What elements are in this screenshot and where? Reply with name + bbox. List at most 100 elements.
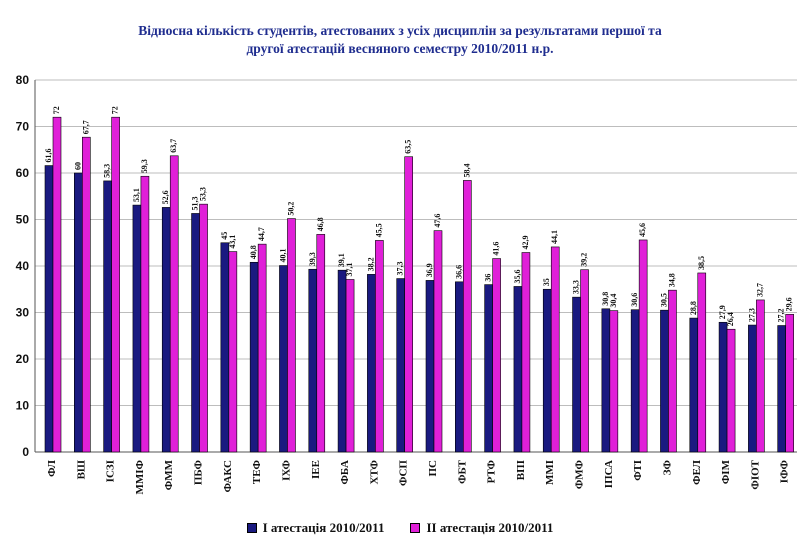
data-label: 30,5 — [659, 293, 668, 307]
x-tick-label: ФБА — [339, 460, 351, 485]
data-label: 50,2 — [286, 202, 295, 216]
bar-series-1 — [279, 265, 288, 453]
bar-series-1 — [748, 324, 757, 453]
bar-series-1 — [572, 296, 581, 453]
data-label: 40,1 — [278, 249, 287, 263]
legend-label-series-1: І атестація 2010/2011 — [262, 520, 385, 535]
bar-series-2 — [697, 272, 707, 453]
data-label: 32,7 — [755, 283, 764, 297]
bar-series-1 — [220, 242, 230, 453]
y-tick-label: 70 — [16, 120, 30, 134]
data-label: 39,3 — [308, 252, 317, 266]
bar-series-1 — [777, 325, 786, 453]
bar-series-1 — [44, 165, 54, 453]
data-label: 60 — [73, 162, 82, 170]
y-tick-label: 20 — [16, 352, 30, 366]
data-label: 34,8 — [667, 273, 676, 287]
bar-series-1 — [455, 281, 464, 453]
x-tick-label: ФСП — [398, 460, 410, 486]
data-label: 36 — [484, 274, 493, 282]
data-label: 45,6 — [638, 223, 647, 237]
chart-title-line-1: Відносна кількість студентів, атестовани… — [138, 23, 662, 38]
data-label: 63,7 — [169, 139, 178, 153]
data-label: 39,1 — [337, 253, 346, 267]
bar-series-2 — [375, 240, 384, 453]
bar-series-1 — [74, 172, 83, 453]
bar-series-2 — [580, 269, 589, 453]
data-label: 35 — [542, 278, 551, 286]
data-label: 35,6 — [513, 269, 522, 283]
bar-series-1 — [660, 309, 669, 453]
x-tick-label: ММІ — [544, 460, 556, 485]
data-label: 27,9 — [718, 305, 727, 319]
chart-title: Відносна кількість студентів, атестовани… — [0, 22, 800, 58]
bar-series-2 — [169, 155, 179, 453]
data-label: 58,4 — [462, 163, 471, 177]
x-tick-label: ФЛ — [46, 459, 58, 477]
bar-series-1 — [425, 280, 435, 453]
data-label: 30,6 — [630, 293, 639, 307]
legend-label-series-2: ІІ атестація 2010/2011 — [426, 520, 554, 535]
x-tick-label: ФММ — [163, 459, 175, 490]
x-tick-label: ФАКС — [222, 460, 234, 492]
x-tick-label: ІФФ — [779, 459, 791, 483]
bar-series-2 — [463, 180, 472, 453]
x-tick-label: ФБТ — [456, 459, 468, 484]
bar-series-1 — [689, 317, 699, 453]
bar-series-2 — [756, 299, 765, 453]
x-tick-label: ФТІ — [632, 460, 644, 481]
x-tick-label: ФЕЛ — [691, 459, 703, 485]
bar-series-2 — [521, 252, 531, 453]
x-tick-label: ІПСА — [603, 460, 615, 488]
bar-series-1 — [601, 308, 611, 453]
data-label: 30,8 — [601, 292, 610, 306]
bar-series-2 — [668, 289, 677, 453]
data-label: 39,2 — [580, 253, 589, 267]
data-label: 37,3 — [396, 262, 405, 276]
data-label: 46,8 — [316, 217, 325, 231]
bar-series-1 — [396, 278, 405, 453]
bar-series-1 — [630, 309, 640, 453]
data-label: 27,2 — [777, 309, 786, 323]
legend-swatch-series-2 — [410, 523, 421, 533]
y-tick-label: 10 — [16, 399, 30, 413]
data-label: 45,5 — [374, 223, 383, 237]
data-label: 27,3 — [747, 308, 756, 322]
bar-series-2 — [140, 175, 150, 453]
x-tick-label: ІСЗІ — [105, 460, 117, 482]
legend-item-series-1: І атестація 2010/2011 — [246, 520, 385, 536]
bar-series-2 — [638, 239, 648, 453]
data-label: 30,4 — [609, 294, 618, 308]
data-label: 47,6 — [433, 214, 442, 228]
bar-series-2 — [82, 136, 91, 453]
x-tick-label: ПБФ — [193, 459, 205, 485]
bar-series-1 — [542, 288, 552, 453]
x-tick-label: ЗФ — [661, 459, 673, 475]
data-label: 43,1 — [228, 235, 237, 249]
y-tick-label: 30 — [16, 306, 30, 320]
x-tick-label: ІЕЕ — [310, 460, 322, 479]
data-label: 45 — [220, 232, 229, 240]
data-label: 38,5 — [697, 256, 706, 270]
bar-series-2 — [404, 156, 413, 453]
data-label: 33,3 — [572, 280, 581, 294]
x-tick-label: ТЕФ — [251, 459, 263, 484]
data-label: 52,6 — [161, 190, 170, 204]
bar-series-1 — [337, 269, 347, 453]
data-label: 29,6 — [785, 297, 794, 311]
bar-series-2 — [228, 251, 238, 453]
bar-series-1 — [103, 180, 112, 453]
data-label: 44,1 — [550, 230, 559, 244]
bar-series-1 — [132, 204, 142, 453]
bar-series-2 — [52, 116, 62, 453]
data-label: 58,3 — [103, 164, 112, 178]
x-tick-label: ХТФ — [368, 459, 380, 484]
data-label: 61,6 — [44, 149, 53, 163]
bar-series-1 — [161, 207, 171, 453]
x-tick-label: ВШ — [75, 460, 87, 479]
data-label: 53,3 — [199, 187, 208, 201]
bar-series-1 — [191, 213, 200, 453]
bar-series-2 — [111, 116, 120, 453]
bar-series-1 — [484, 284, 493, 453]
